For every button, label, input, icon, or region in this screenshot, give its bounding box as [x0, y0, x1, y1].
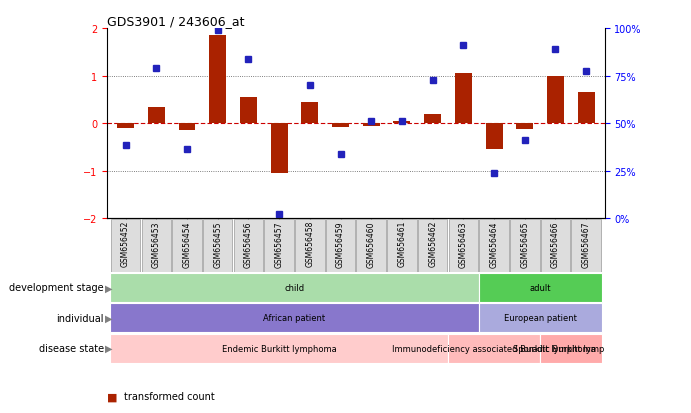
- Bar: [393, 121, 410, 124]
- Text: GSM656462: GSM656462: [428, 221, 437, 267]
- Text: child: child: [285, 283, 305, 292]
- FancyBboxPatch shape: [172, 219, 202, 272]
- Text: Endemic Burkitt lymphoma: Endemic Burkitt lymphoma: [222, 344, 337, 353]
- Text: transformed count: transformed count: [124, 392, 215, 401]
- Bar: [332, 124, 349, 128]
- Text: Immunodeficiency associated Burkitt lymphoma: Immunodeficiency associated Burkitt lymp…: [392, 344, 596, 353]
- Text: ■: ■: [107, 392, 117, 401]
- Bar: [209, 36, 226, 124]
- Text: GSM656464: GSM656464: [489, 221, 499, 267]
- Text: European patient: European patient: [504, 313, 576, 323]
- FancyBboxPatch shape: [571, 219, 601, 272]
- FancyBboxPatch shape: [448, 219, 478, 272]
- Bar: [117, 124, 134, 128]
- FancyBboxPatch shape: [234, 219, 263, 272]
- FancyBboxPatch shape: [510, 219, 540, 272]
- Bar: [240, 98, 257, 124]
- Bar: [448, 334, 540, 363]
- Text: GSM656463: GSM656463: [459, 221, 468, 267]
- Bar: [455, 74, 472, 124]
- Bar: [479, 304, 602, 332]
- FancyBboxPatch shape: [203, 219, 232, 272]
- Text: GSM656457: GSM656457: [274, 221, 283, 267]
- Bar: [271, 124, 287, 174]
- Text: GDS3901 / 243606_at: GDS3901 / 243606_at: [107, 15, 245, 28]
- Text: GSM656458: GSM656458: [305, 221, 314, 267]
- Bar: [547, 76, 564, 124]
- Bar: [479, 273, 602, 302]
- Bar: [301, 102, 319, 124]
- Bar: [148, 107, 164, 124]
- FancyBboxPatch shape: [357, 219, 386, 272]
- Text: African patient: African patient: [263, 313, 325, 323]
- Text: GSM656461: GSM656461: [397, 221, 406, 267]
- Text: GSM656460: GSM656460: [367, 221, 376, 267]
- Bar: [110, 273, 479, 302]
- Text: ▶: ▶: [105, 343, 113, 353]
- Bar: [578, 93, 595, 124]
- Text: GSM656465: GSM656465: [520, 221, 529, 267]
- Text: adult: adult: [529, 283, 551, 292]
- FancyBboxPatch shape: [418, 219, 447, 272]
- Text: ▶: ▶: [105, 283, 113, 293]
- FancyBboxPatch shape: [480, 219, 509, 272]
- Bar: [486, 124, 502, 150]
- Bar: [424, 114, 441, 124]
- FancyBboxPatch shape: [295, 219, 325, 272]
- Text: ▶: ▶: [105, 313, 113, 323]
- Text: GSM656453: GSM656453: [152, 221, 161, 267]
- Bar: [178, 124, 196, 131]
- Bar: [363, 124, 379, 126]
- FancyBboxPatch shape: [325, 219, 355, 272]
- Text: GSM656456: GSM656456: [244, 221, 253, 267]
- Text: GSM656452: GSM656452: [121, 221, 130, 267]
- Text: individual: individual: [56, 313, 104, 323]
- Bar: [540, 334, 602, 363]
- FancyBboxPatch shape: [541, 219, 570, 272]
- FancyBboxPatch shape: [265, 219, 294, 272]
- Text: Sporadic Burkitt lymphoma: Sporadic Burkitt lymphoma: [513, 344, 628, 353]
- FancyBboxPatch shape: [142, 219, 171, 272]
- Bar: [110, 304, 479, 332]
- FancyBboxPatch shape: [387, 219, 417, 272]
- Text: GSM656455: GSM656455: [213, 221, 223, 267]
- Bar: [516, 124, 533, 130]
- Text: development stage: development stage: [9, 283, 104, 293]
- FancyBboxPatch shape: [111, 219, 140, 272]
- Text: GSM656454: GSM656454: [182, 221, 191, 267]
- Text: GSM656467: GSM656467: [582, 221, 591, 267]
- Text: GSM656466: GSM656466: [551, 221, 560, 267]
- Text: disease state: disease state: [39, 343, 104, 353]
- Text: GSM656459: GSM656459: [336, 221, 345, 267]
- Bar: [110, 334, 448, 363]
